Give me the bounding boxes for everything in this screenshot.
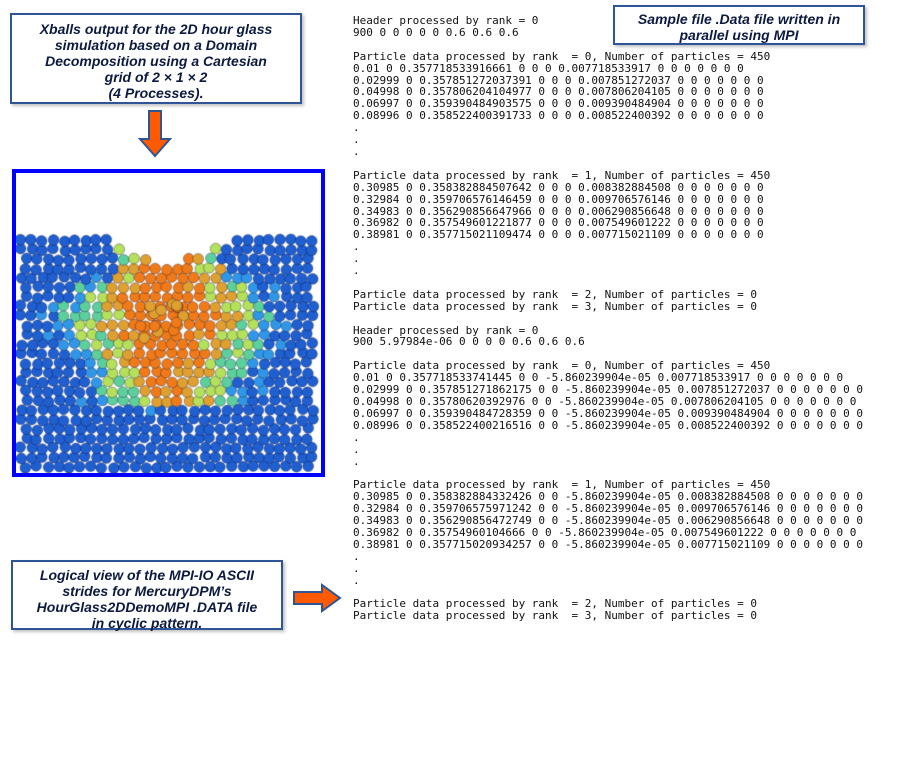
down-arrow-icon — [138, 110, 172, 158]
caption-line: HourGlass2DDemoMPI .DATA file — [36, 599, 258, 615]
hourglass-simulation-image — [12, 169, 325, 477]
listing-line: Particle data processed by rank = 3, Num… — [353, 609, 757, 623]
logical-view-caption-box: Logical view of the MPI-IO ASCII strides… — [11, 560, 283, 631]
particle-canvas — [16, 173, 321, 473]
listing-line: . — [353, 561, 360, 575]
caption-line: strides for MercuryDPM’s — [62, 583, 232, 599]
listing-line: 0.01 0 0.357718533916661 0 0 0 0.0077185… — [353, 61, 744, 75]
listing-line: 0.06997 0 0.359390484728359 0 0 -5.86023… — [353, 406, 863, 420]
listing-line: . — [353, 430, 360, 444]
listing-line: Header processed by rank = 0 — [353, 323, 539, 337]
listing-line: Particle data processed by rank = 0, Num… — [353, 49, 771, 63]
listing-line: 0.01 0 0.357718533741445 0 0 -5.86023990… — [353, 371, 844, 385]
listing-line: 0.32984 0 0.359706575971242 0 0 -5.86023… — [353, 502, 863, 516]
caption-line: (4 Processes). — [108, 85, 204, 101]
caption-line: grid of 2 × 1 × 2 — [104, 69, 208, 85]
listing-line: . — [353, 573, 360, 587]
listing-line: . — [353, 240, 360, 254]
listing-line: . — [353, 252, 360, 266]
listing-line: Particle data processed by rank = 3, Num… — [353, 299, 757, 313]
listing-line: 0.02999 0 0.357851272037391 0 0 0 0.0078… — [353, 73, 764, 87]
listing-line: . — [353, 264, 360, 278]
listing-line: 900 5.97984e-06 0 0 0 0 0.6 0.6 0.6 — [353, 335, 585, 349]
listing-line: . — [353, 454, 360, 468]
listing-line: . — [353, 144, 360, 158]
listing-line — [353, 39, 863, 51]
caption-line: simulation based on a Domain — [54, 37, 258, 53]
caption-line: in cyclic pattern. — [91, 615, 203, 631]
listing-line — [353, 313, 863, 325]
listing-line: 0.32984 0 0.359706576146459 0 0 0 0.0097… — [353, 192, 764, 206]
listing-line: 900 0 0 0 0 0 0.6 0.6 0.6 — [353, 25, 519, 39]
listing-line: Particle data processed by rank = 0, Num… — [353, 359, 771, 373]
listing-line: 0.30985 0 0.358382884332426 0 0 -5.86023… — [353, 490, 863, 504]
caption-line: Xballs output for the 2D hour glass — [39, 21, 273, 37]
sample-file-caption-box: Sample file .Data file written in parall… — [613, 5, 865, 45]
caption-line: Decomposition using a Cartesian — [45, 53, 267, 69]
listing-line — [353, 158, 863, 170]
listing-line: . — [353, 549, 360, 563]
data-file-listing: Header processed by rank = 0 900 0 0 0 0 … — [353, 15, 863, 622]
right-arrow-icon — [293, 583, 342, 613]
listing-line: 0.02999 0 0.357851271862175 0 0 -5.86023… — [353, 383, 863, 397]
listing-line: Particle data processed by rank = 1, Num… — [353, 168, 771, 182]
simulation-caption-box: Xballs output for the 2D hour glass simu… — [10, 13, 302, 104]
listing-line: . — [353, 121, 360, 135]
listing-line: 0.38981 0 0.357715021109474 0 0 0 0.0077… — [353, 228, 764, 242]
listing-line: Header processed by rank = 0 — [353, 14, 539, 27]
listing-line: 0.38981 0 0.357715020934257 0 0 -5.86023… — [353, 537, 863, 551]
listing-line: 0.08996 0 0.358522400391733 0 0 0 0.0085… — [353, 109, 764, 123]
caption-line: Sample file .Data file written in — [637, 11, 841, 27]
listing-line: . — [353, 442, 360, 456]
caption-line: parallel using MPI — [679, 27, 799, 43]
listing-line: . — [353, 133, 360, 147]
listing-line: 0.34983 0 0.356290856647966 0 0 0 0.0062… — [353, 204, 764, 218]
listing-line: 0.06997 0 0.359390484903575 0 0 0 0.0093… — [353, 97, 764, 111]
listing-line: 0.36982 0 0.35754960104666 0 0 -5.860239… — [353, 525, 857, 539]
listing-line: 0.34983 0 0.356290856472749 0 0 -5.86023… — [353, 514, 863, 528]
listing-line: 0.36982 0 0.357549601221877 0 0 0 0.0075… — [353, 216, 764, 230]
listing-line: 0.04998 0 0.35780620392976 0 0 -5.860239… — [353, 395, 857, 408]
caption-line: Logical view of the MPI-IO ASCII — [39, 567, 255, 583]
listing-line: 0.04998 0 0.357806204104977 0 0 0 0.0078… — [353, 85, 764, 99]
listing-line: Particle data processed by rank = 2, Num… — [353, 597, 757, 611]
listing-line: 0.30985 0 0.358382884507642 0 0 0 0.0083… — [353, 180, 764, 194]
listing-line: Particle data processed by rank = 1, Num… — [353, 478, 771, 492]
listing-line: 0.08996 0 0.358522400216516 0 0 -5.86023… — [353, 418, 863, 432]
listing-line: Particle data processed by rank = 2, Num… — [353, 287, 757, 301]
